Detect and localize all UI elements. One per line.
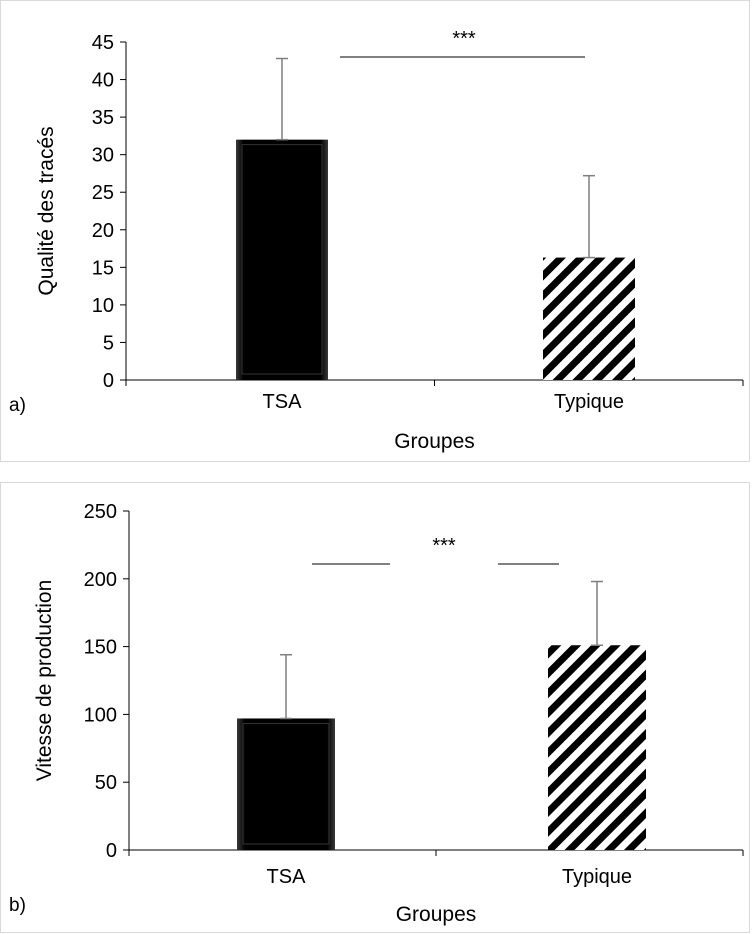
y-axis-title: Vitesse de production [33,580,56,782]
y-tick-label: 40 [92,70,114,92]
y-tick-label: 250 [84,501,117,523]
chart-panel-a: 0 5 10 15 20 25 30 35 40 45 TSA Typique *** Groupes Qu… [0,0,750,462]
bar-tsa [236,139,328,380]
significance-label: *** [452,28,476,50]
x-tick-label: TSA [267,866,307,888]
y-tick-label: 0 [103,370,114,392]
y-tick-label: 10 [92,295,114,317]
bar-bevel-tsa [242,722,330,845]
y-tick-label: 150 [84,637,117,659]
y-axis-title: Qualité des tracés [35,126,58,295]
chart-panel-b: 0 50 100 150 200 250 TSA Typique *** Groupes Vites… [0,482,750,933]
y-tick-label: 50 [95,772,117,794]
bar-typique [543,257,635,380]
y-tick-label: 45 [92,32,114,54]
y-tick-label: 30 [92,145,114,167]
y-tick-label: 15 [92,257,114,279]
y-tick-label: 35 [92,107,114,129]
y-tick-label: 25 [92,182,114,204]
y-tick-label: 0 [106,840,117,862]
x-tick-label: Typique [562,866,632,888]
bar-typique [548,645,646,850]
significance-label: *** [432,535,456,557]
y-tick-label: 100 [84,704,117,726]
x-tick-label: Typique [554,391,624,413]
bar-chart-b: 0 50 100 150 200 250 TSA Typique *** Groupes Vites… [33,501,744,926]
panel-tag-a: a) [9,395,26,416]
x-axis-title: Groupes [394,430,475,453]
y-tick-label: 200 [84,569,117,591]
x-axis-title: Groupes [396,903,477,926]
x-tick-label: TSA [263,391,303,413]
y-tick-label: 20 [92,220,114,242]
y-tick-label: 5 [103,332,114,354]
panel-tag-b: b) [9,895,26,916]
bar-bevel-tsa [241,144,323,375]
bar-chart-a: 0 5 10 15 20 25 30 35 40 45 TSA Typique *** Groupes Qu… [35,28,744,453]
bar-tsa [237,718,335,850]
